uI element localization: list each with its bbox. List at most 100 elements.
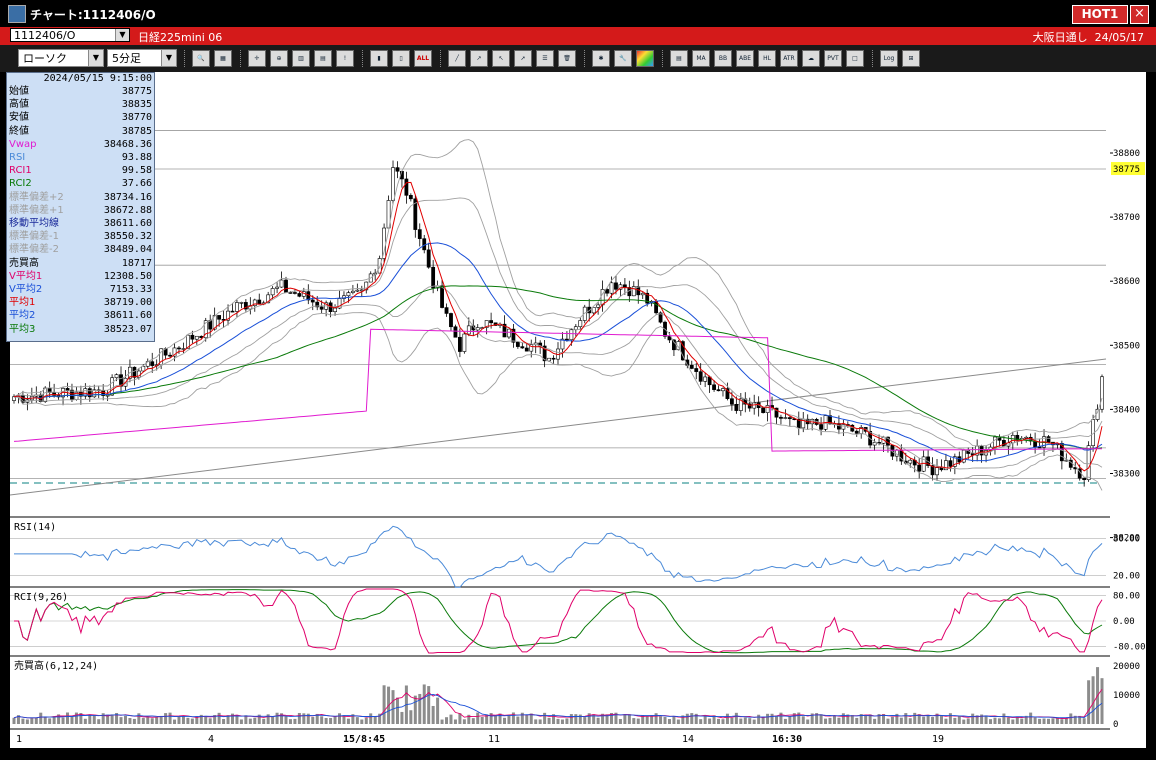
trash-icon[interactable]: 🗑 [558,50,576,67]
volume-bar [935,713,939,724]
line-draw-icon[interactable]: ╱ [448,50,466,67]
session-date: 大阪日通し 24/05/17 [1033,29,1144,45]
data-window-value: 93.88 [121,152,152,163]
volume-bar [962,719,966,724]
volume-bar [378,713,382,724]
symbol-code-select[interactable]: 1112406/O ▼ [10,28,130,42]
volume-bar [1051,718,1055,724]
candle-body [645,292,650,304]
chart-svg: RSI(14)RCI(9,26)売買高(6,12,24)1 4 15/8:45 11 1… [9,130,1110,745]
data-window-value: 38719.00 [103,297,152,309]
candle-body [917,464,922,472]
bb-button[interactable]: BB [714,50,732,67]
rci-tick-label: 80.00 [1113,591,1140,601]
candle-body [631,286,636,297]
bar-toggle-icon[interactable]: ▯ [392,50,410,67]
candle-toggle-icon[interactable]: ▮ [370,50,388,67]
volume-bar [721,719,725,724]
arrow-icon[interactable]: ➚ [514,50,532,67]
volume-bar [926,715,930,724]
candle-body [417,229,422,239]
ma-button[interactable]: MA [692,50,710,67]
volume-bar [904,713,908,724]
volume-bar [641,715,645,724]
volume-bar [453,719,457,724]
volume-bar [850,715,854,724]
volume-bar [413,695,417,724]
close-button[interactable]: × [1130,5,1149,24]
candle-body [560,338,565,350]
candle-body [413,198,418,230]
pointer-icon[interactable]: ↖ [492,50,510,67]
volume-bar [832,715,836,724]
volume-bar [217,712,221,724]
crosshair-icon[interactable]: ✛ [248,50,266,67]
hot1-badge[interactable]: HOT1 [1072,5,1128,24]
chevron-down-icon[interactable]: ▼ [88,50,103,66]
volume-bar [427,686,431,724]
data-window-label: 標準偏差-2 [9,244,59,256]
wrench-icon[interactable]: 🔧 [614,50,632,67]
interval-select[interactable]: 5分足 ▼ [107,49,177,67]
candle-body [520,346,525,349]
volume-bar [480,716,484,724]
chevron-down-icon[interactable]: ▼ [115,29,129,41]
kumo-icon[interactable]: ☁ [802,50,820,67]
toolbar-separator [584,50,587,67]
data-window-value: 38770 [121,112,152,124]
date-label: 24/05/17 [1094,31,1144,44]
candle-body [212,315,217,330]
left-border [0,72,10,748]
volume-bar [462,719,466,724]
data-window-value: 38734.16 [103,191,152,203]
volume-bar [1064,718,1068,724]
data-window-row: Vwap 38468.36 [9,138,152,151]
magnifier-chart-icon[interactable]: ⊕ [270,50,288,67]
volume-bar [12,717,16,724]
data-window-label: 平均1 [9,297,36,309]
bar-chart-icon[interactable]: ▤ [314,50,332,67]
settings-icon[interactable]: ✱ [592,50,610,67]
frame-icon[interactable]: □ [846,50,864,67]
add-panel-icon[interactable]: ⊞ [902,50,920,67]
show-all-button[interactable]: ALL [414,50,432,67]
volume-bar [1020,718,1024,724]
volume-bar [601,713,605,724]
data-window-label: 標準偏差+2 [9,191,64,203]
volume-bar [623,714,627,724]
warning-icon[interactable]: ! [336,50,354,67]
atr-button[interactable]: ATR [780,50,798,67]
chevron-down-icon[interactable]: ▼ [161,50,176,66]
chart-canvas[interactable]: RSI(14) RCI(9,26) 売買高(6,12,24) 1 4 15/8:45 11 1… [9,72,1110,748]
candle-chart-icon[interactable]: ▥ [292,50,310,67]
data-window-value: 38672.88 [103,204,152,216]
candle-body [132,366,137,378]
hl-button[interactable]: HL [758,50,776,67]
ray-draw-icon[interactable]: ↗ [470,50,488,67]
grid-layout-icon[interactable]: ▦ [214,50,232,67]
log-scale-button[interactable]: Log [880,50,898,67]
volume-bar [34,717,38,724]
candle-body [226,310,230,321]
indicator-table-icon[interactable]: ▤ [670,50,688,67]
volume-bar [476,712,480,724]
data-window-label: RSI [9,152,26,163]
candle-body [582,306,587,321]
volume-bar [1002,713,1006,724]
pvt-button[interactable]: PVT [824,50,842,67]
color-palette-icon[interactable] [636,50,654,67]
candle-body [342,295,346,299]
candle-body [542,345,547,362]
symbol-code: 1112406/O [14,29,76,42]
volume-bar [1087,680,1091,724]
candle-body [721,388,725,392]
chart-type-select[interactable]: ローソク ▼ [18,49,104,67]
volume-tick-label: 0 [1113,720,1118,730]
volume-bar [734,712,738,724]
zoom-icon[interactable]: 🔍 [192,50,210,67]
window-title-bar[interactable]: チャート:1112406/O HOT1 × [0,0,1156,27]
list-icon[interactable]: ☰ [536,50,554,67]
abe-button[interactable]: ABE [736,50,754,67]
volume-bar [159,715,163,724]
volume-bar [1029,712,1033,724]
